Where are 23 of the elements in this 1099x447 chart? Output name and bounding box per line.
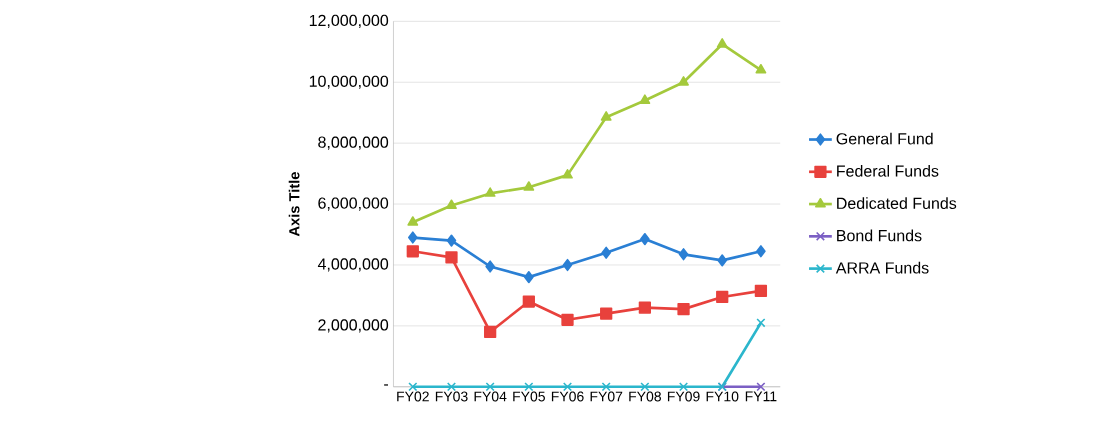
y-tick-label: 12,000,000 <box>309 14 389 29</box>
legend-label: Federal Funds <box>837 165 939 177</box>
legend-label: General Fund <box>836 132 933 145</box>
y-tick-label: 2,000,000 <box>318 319 389 333</box>
y-axis-title: Axis Title <box>288 172 300 237</box>
x-tick-label: FY02 <box>397 391 429 402</box>
x-tick-label: FY09 <box>667 391 700 402</box>
y-tick-label: 6,000,000 <box>318 197 389 211</box>
y-tick-label: 10,000,000 <box>309 75 389 89</box>
x-tick-label: FY04 <box>474 391 507 402</box>
legend-label: ARRA Funds <box>835 261 929 274</box>
y-tick-label: - <box>384 384 389 386</box>
x-tick-label: FY06 <box>551 391 584 402</box>
x-tick-label: FY03 <box>435 391 468 402</box>
y-tick-label: 4,000,000 <box>317 258 389 272</box>
x-tick-label: FY10 <box>706 391 739 402</box>
x-tick-label: FY07 <box>590 391 623 402</box>
x-tick-label: FY11 <box>745 391 777 402</box>
x-tick-label: FY08 <box>629 391 661 402</box>
x-tick-label: FY05 <box>513 391 545 402</box>
legend-label: Dedicated Funds <box>837 197 957 210</box>
legend-label: Bond Funds <box>837 229 922 242</box>
y-tick-label: 8,000,000 <box>318 136 389 150</box>
